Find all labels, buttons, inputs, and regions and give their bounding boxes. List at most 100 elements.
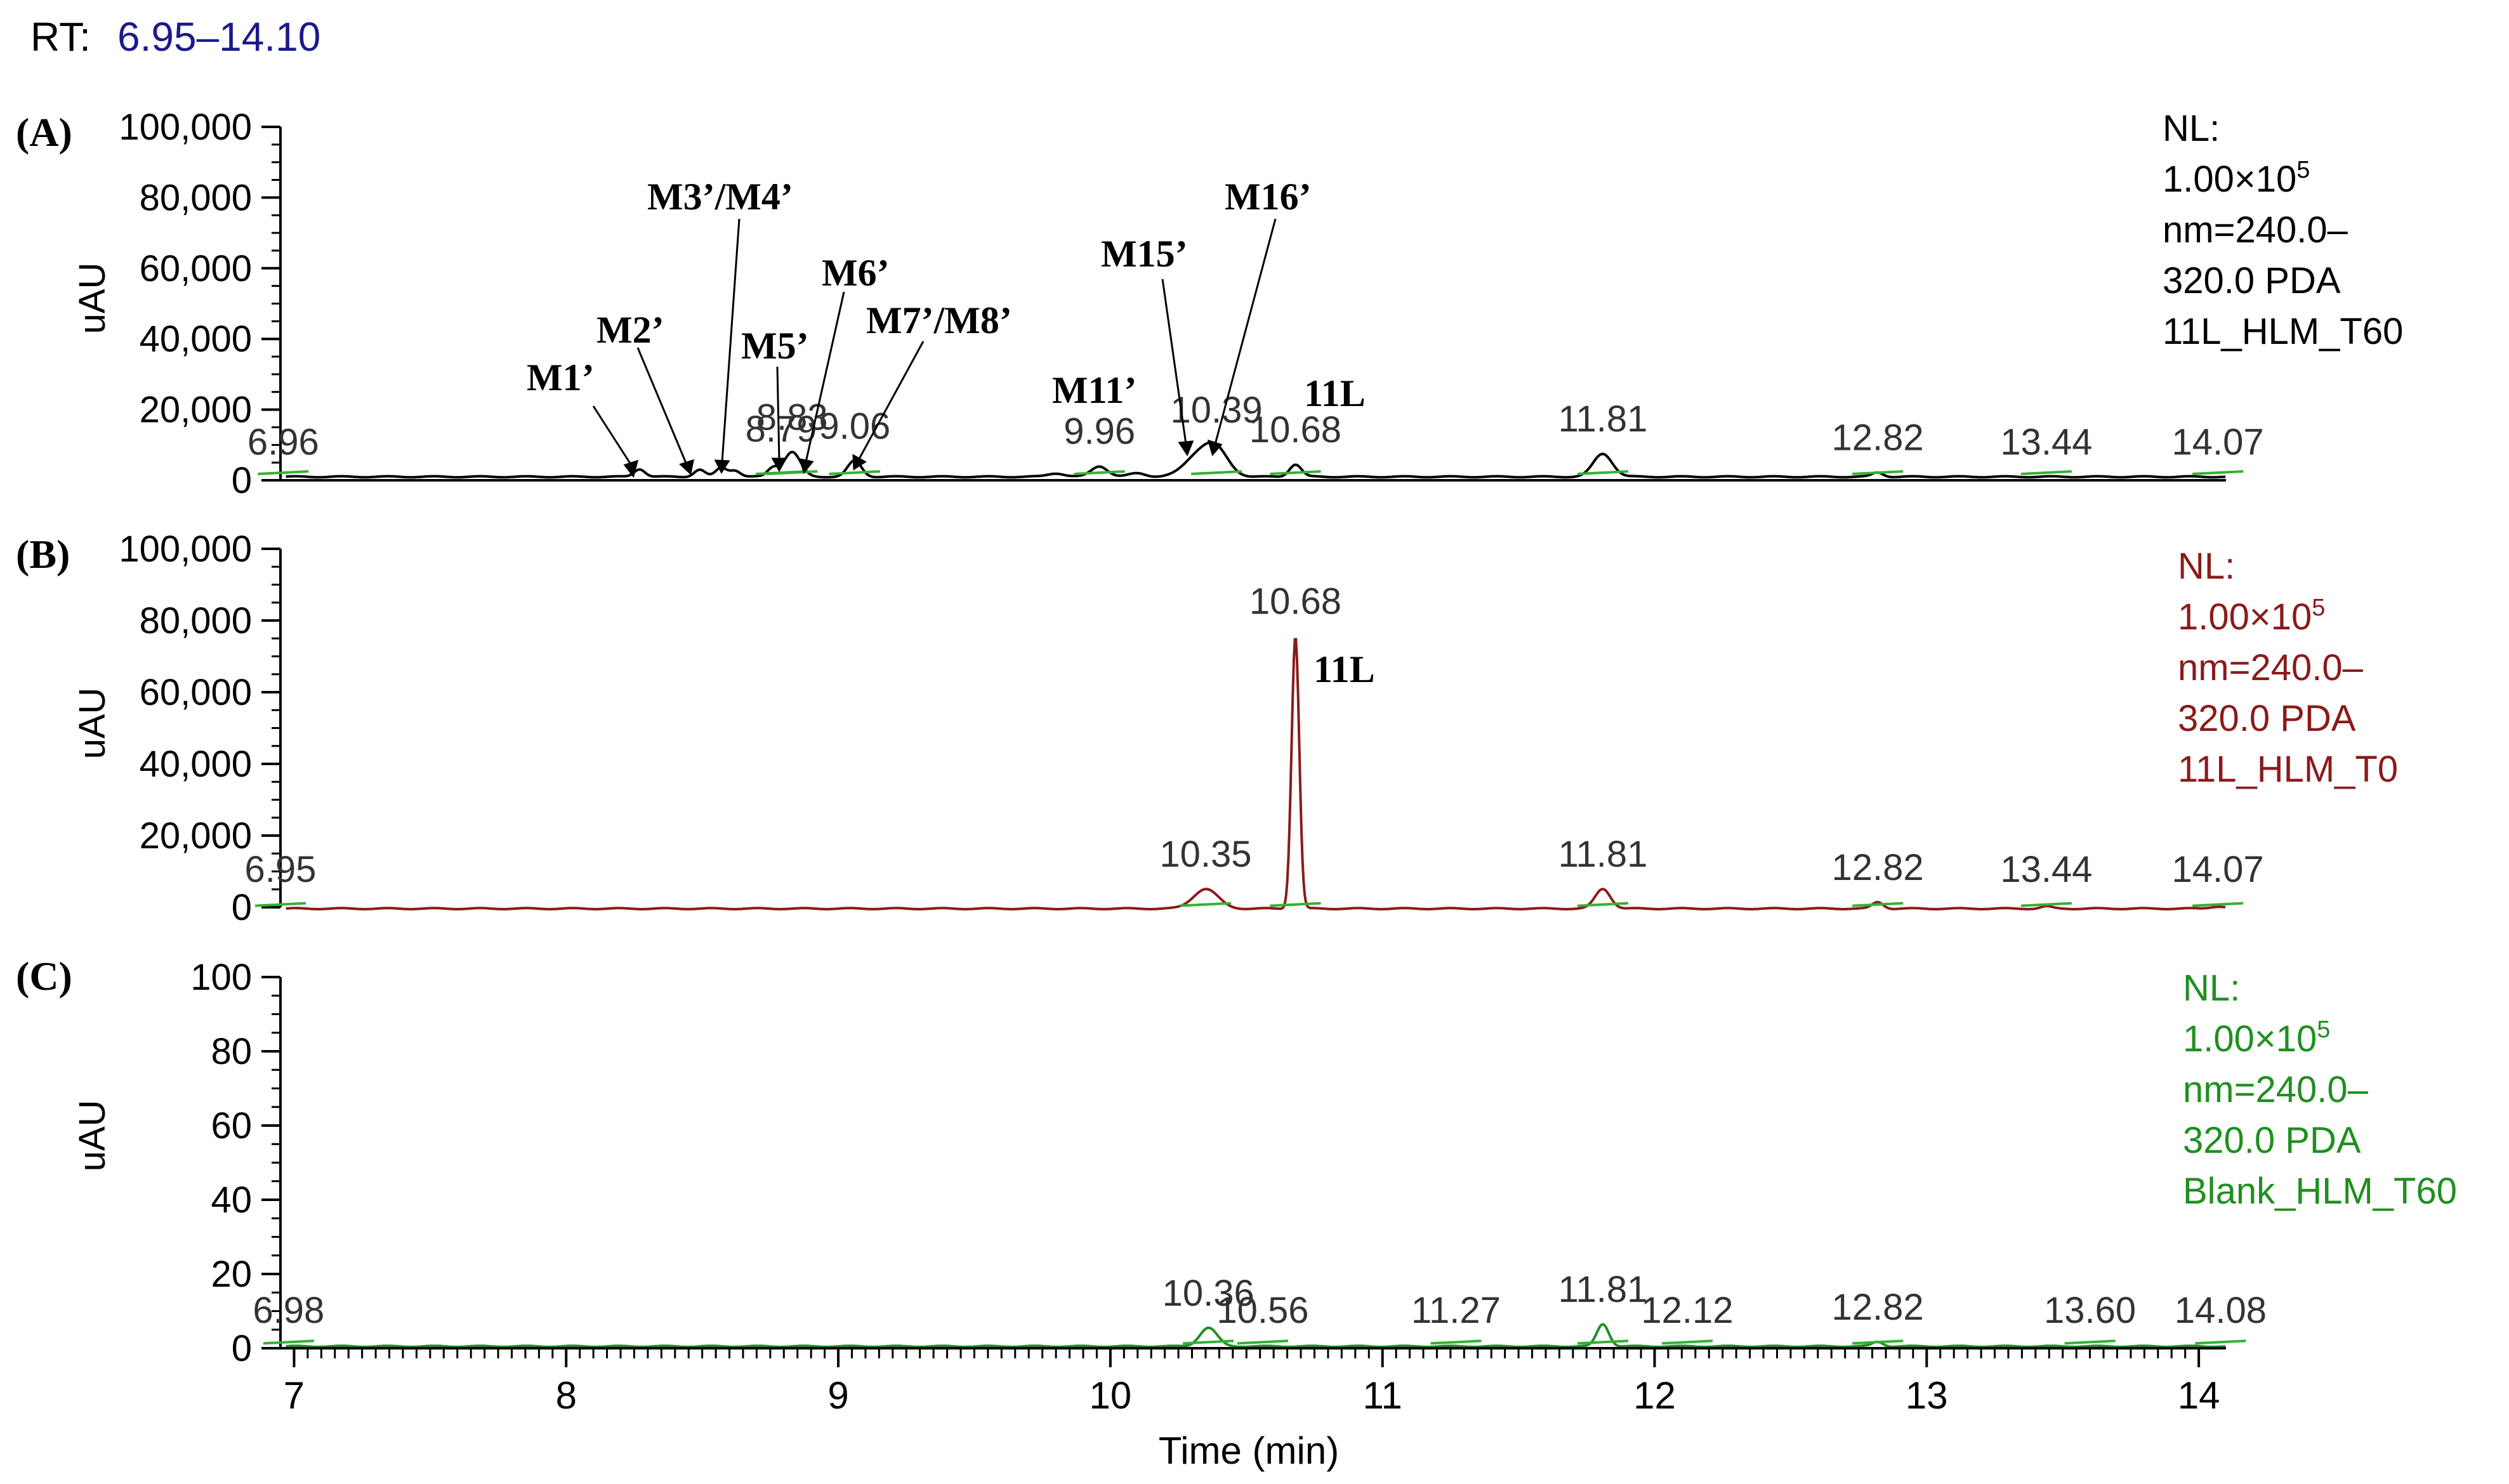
panel-c-label: (C) [16,954,72,999]
panel-b-nl-scale: 1.00×105 [2178,594,2325,638]
panel-a: (A) uAU 100,000 80,000 60,000 40,000 20,000 0… [16,107,2403,501]
peak-label-c: 10.56 [1216,1290,1308,1331]
baseline-segment [1191,470,1242,475]
arrow-m2 [636,347,688,465]
peak-label-c: 13.60 [2044,1290,2136,1331]
peak-label-a: 6.96 [247,421,319,463]
y-tick-label-a: 60,000 [140,248,252,289]
panel-a-label: (A) [16,110,72,155]
peak-label-a: 10.68 [1249,409,1341,450]
arrowhead-m7-m8 [852,454,867,471]
metabolite-m3-m4: M3’/M4’ [647,176,793,218]
x-tick-label: 10 [1089,1374,1131,1417]
arrow-m6 [805,291,845,463]
panel-a-nl-title: NL: [2163,108,2220,149]
y-tick-label-b: 40,000 [140,744,252,785]
y-tick-label-c: 100 [190,957,252,998]
y-tick-label-c: 80 [211,1031,252,1072]
baseline-segment [2020,470,2072,475]
annotation-arrows [592,218,1277,478]
baseline-segment [2192,902,2244,907]
panel-b-nl-detector: 320.0 PDA [2178,698,2356,739]
panel-b-trace [254,638,2244,910]
panel-a-nl-block: NL: 1.00×105 nm=240.0– 320.0 PDA 11L_HLM… [2163,108,2403,352]
rt-range: 6.95–14.10 [117,14,320,60]
y-tick-label-a: 0 [232,460,252,501]
baseline-segment [258,470,309,475]
y-tick-label-b: 100,000 [119,529,252,570]
baseline-segment [1577,902,1629,907]
baseline-segment [1183,1339,1234,1345]
metabolite-annotations: M1’ M2’ M3’/M4’ M5’ M6’ M7’/M8’ M11’ M15… [527,176,1366,414]
y-tick-label-b: 0 [232,887,252,928]
peak-label-c: 12.82 [1832,1287,1924,1328]
metabolite-m16: M16’ [1225,176,1312,218]
panel-b: (B) uAU 100,000 80,000 60,000 40,000 20,000 0… [16,529,2398,928]
arrow-m15 [1161,279,1187,445]
y-tick-label-b: 20,000 [140,815,252,857]
panel-c-nl-detector: 320.0 PDA [2183,1120,2361,1161]
metabolite-m6: M6’ [822,252,890,294]
baseline-segment [1852,902,1904,907]
x-tick-label: 12 [1633,1374,1676,1417]
panel-c-nl-sample: Blank_HLM_T60 [2183,1171,2457,1212]
peak-label-b: 6.95 [245,849,317,890]
y-tick-label-c: 60 [211,1105,252,1146]
peak-label-c: 11.81 [1558,1269,1648,1310]
peak-label-a: 8.83 [756,397,828,438]
metabolite-m11: M11’ [1052,369,1136,411]
compound-11l-label-a: 11L [1304,372,1366,414]
arrowhead-m1 [623,459,639,478]
arrow-m16 [1214,218,1277,445]
y-tick-label-a: 40,000 [140,318,252,360]
y-tick-label-b: 60,000 [140,672,252,713]
panel-a-nl-scale: 1.00×105 [2163,157,2310,200]
peak-label-c: 12.12 [1641,1290,1733,1331]
y-tick-label-a: 80,000 [140,177,252,218]
arrowhead-m16 [1207,439,1223,457]
panel-b-nl-title: NL: [2178,546,2235,587]
metabolite-m1: M1’ [527,357,595,398]
panel-a-y-axis: 100,000 80,000 60,000 40,000 20,000 0 [119,107,280,501]
peak-label-c: 11.27 [1411,1290,1501,1331]
x-tick-label: 8 [556,1374,577,1417]
arrow-m1 [592,405,635,469]
panel-b-y-axis: 100,000 80,000 60,000 40,000 20,000 0 [119,529,280,928]
baseline-segment [263,1339,314,1345]
peak-label-a: 9.96 [1064,411,1135,452]
baseline-segment [767,470,818,475]
x-tick-label: 14 [2178,1374,2220,1417]
panel-c-nl-title: NL: [2183,968,2240,1009]
peak-label-b: 14.07 [2172,849,2264,890]
arrowhead-m15 [1178,440,1194,457]
arrowhead-m6 [798,458,814,475]
peak-label-b: 11.81 [1558,834,1648,875]
x-axis-title: Time (min) [1159,1429,1339,1472]
panel-b-peak-labels: 6.95 10.35 10.68 11.81 12.82 13.44 14.07 [245,581,2264,890]
y-tick-label-a: 100,000 [119,107,252,148]
peak-label-b: 12.82 [1832,847,1924,888]
baseline-segment [1661,1339,1713,1345]
peak-label-c: 6.98 [253,1290,324,1331]
peak-label-b: 10.35 [1159,834,1251,875]
baseline-segment [1270,902,1321,907]
y-tick-label-c: 0 [232,1328,252,1369]
baseline-segment [1852,470,1904,475]
metabolite-m5: M5’ [741,325,809,367]
panel-b-ylabel: uAU [72,688,113,759]
panel-a-nl-sample: 11L_HLM_T60 [2163,311,2403,352]
trace-line-a [286,441,2226,479]
x-tick-label: 9 [827,1374,848,1417]
panel-a-nl-wavelength: nm=240.0– [2163,209,2348,251]
peak-label-a: 14.07 [2172,421,2264,463]
rt-label: RT: [30,14,91,60]
baseline-segment [2064,1339,2116,1345]
y-tick-label-c: 40 [211,1179,252,1221]
trace-line-c [286,1323,2226,1349]
arrowhead-m2 [679,459,694,475]
panel-a-trace [258,441,2244,479]
panel-c-y-axis: 100 80 60 40 20 0 [190,957,280,1369]
